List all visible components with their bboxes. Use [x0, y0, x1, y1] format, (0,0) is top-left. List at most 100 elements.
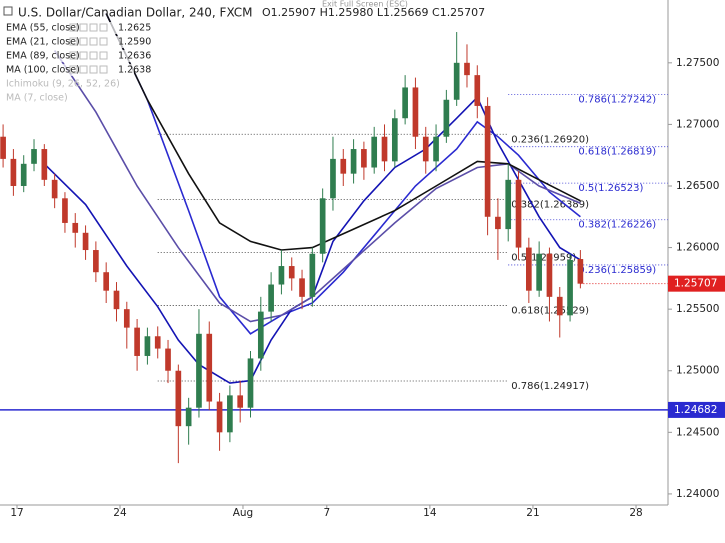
candle-body — [144, 336, 151, 356]
legend-icon — [69, 37, 78, 46]
legend-name-hidden: Ichimoku (9, 26, 52, 26) — [6, 79, 120, 90]
candle-body — [391, 118, 398, 162]
hline-price-box — [668, 401, 725, 418]
x-tick-label: 7 — [323, 507, 330, 519]
candle-body — [247, 358, 254, 408]
candle-body — [10, 158, 17, 186]
candle-body — [484, 105, 491, 217]
x-tick-label: Aug — [233, 507, 254, 519]
legend-icon — [79, 23, 88, 32]
x-tick-label: 14 — [423, 507, 437, 519]
legend-icon — [99, 51, 108, 60]
overlay: Exit Full Screen (ESC) U.S. Dollar/Canad… — [3, 0, 485, 104]
candle-body — [227, 395, 233, 433]
legend-name-hidden: MA (7, close) — [6, 93, 68, 104]
legend-name: EMA (55, close) — [6, 23, 80, 34]
legend-icon — [69, 51, 78, 60]
candle-body — [31, 149, 37, 164]
candle-body — [165, 348, 171, 371]
hline-price-label: 1.24682 — [674, 404, 717, 416]
fib-label: 0.618(1.25529) — [511, 306, 589, 317]
y-tick-label: 1.27500 — [676, 57, 719, 69]
x-tick-label: 28 — [629, 507, 642, 519]
candle-body — [371, 136, 378, 168]
fib-label: 0.618(1.26819) — [578, 147, 656, 158]
fib-label: 0.236(1.26920) — [511, 134, 589, 145]
candle-body — [288, 266, 295, 279]
candle-body — [453, 62, 460, 100]
collapse-icon[interactable] — [3, 6, 13, 16]
candle-body — [443, 99, 450, 137]
legend-name: EMA (21, close) — [6, 37, 80, 48]
chart-title: U.S. Dollar/Canadian Dollar, 240, FXCM — [18, 6, 253, 20]
candle-body — [525, 247, 532, 291]
candle-body — [433, 136, 439, 162]
fib-label: 0.5(1.26523) — [578, 183, 643, 194]
candle-body — [495, 216, 501, 230]
candle-body — [381, 136, 388, 162]
candle-body — [350, 149, 357, 174]
legend-icon — [69, 23, 78, 32]
legend-value: 1.2625 — [118, 23, 151, 34]
candle-body — [257, 311, 264, 359]
legend-icon — [89, 51, 98, 60]
legend-icon — [99, 37, 108, 46]
legend-value: 1.2638 — [118, 65, 151, 76]
legend-value: 1.2590 — [118, 37, 151, 48]
fib-label: 0.5(1.25959) — [511, 253, 576, 264]
legend-icon — [99, 65, 108, 74]
candle-body — [340, 158, 347, 174]
y-tick-label: 1.25000 — [676, 365, 719, 377]
candle-body — [175, 370, 182, 427]
last-price-box — [668, 275, 725, 292]
candle-body — [154, 336, 161, 349]
candle-body — [515, 179, 522, 248]
candle-body — [196, 333, 202, 408]
legend-icon — [69, 65, 78, 74]
legend-icon — [99, 23, 108, 32]
candle-body — [216, 401, 223, 433]
candle-body — [278, 266, 285, 285]
ohlc: O1.25907 H1.25980 L1.25669 C1.25707 — [262, 6, 485, 19]
legend-icon — [79, 37, 88, 46]
candle-body — [567, 259, 573, 316]
candle-body — [268, 284, 274, 312]
y-tick-label: 1.26000 — [676, 242, 719, 254]
legend-name: MA (100, close) — [6, 65, 80, 76]
y-tick-label: 1.26500 — [676, 180, 719, 192]
candle-body — [474, 75, 481, 106]
legend-value: 1.2636 — [118, 51, 151, 62]
candle-body — [62, 198, 68, 223]
legend-name: EMA (89, close) — [6, 51, 80, 62]
y-tick-label: 1.27000 — [676, 118, 719, 130]
x-tick-label: 17 — [10, 507, 23, 519]
candle-body — [82, 232, 89, 251]
candle-body — [0, 136, 6, 159]
candle-body — [402, 87, 408, 119]
x-tick-label: 24 — [113, 507, 127, 519]
candle-body — [123, 309, 130, 328]
candle-body — [237, 395, 244, 408]
indicator-line — [105, 13, 581, 251]
candle-body — [546, 253, 553, 297]
candle-body — [330, 158, 336, 199]
candle-body — [206, 333, 213, 402]
candle-body — [309, 253, 316, 297]
legend-icon — [89, 65, 98, 74]
fib-label: 0.786(1.27242) — [578, 95, 656, 106]
candle-body — [464, 62, 470, 76]
candle-body — [536, 253, 542, 291]
candle-body — [299, 278, 305, 297]
indicator-line — [43, 95, 581, 384]
indicator-line — [105, 13, 581, 335]
candle-body — [20, 163, 27, 186]
exit-fullscreen[interactable]: Exit Full Screen (ESC) — [322, 0, 408, 9]
x-tick-label: 21 — [526, 507, 539, 519]
y-tick-label: 1.24000 — [676, 488, 719, 500]
candle-body — [185, 407, 192, 427]
legend-icon — [79, 51, 88, 60]
candle-body — [93, 250, 99, 273]
fib-label: 0.382(1.26389) — [511, 200, 589, 211]
fib-label: 0.786(1.24917) — [511, 381, 589, 392]
